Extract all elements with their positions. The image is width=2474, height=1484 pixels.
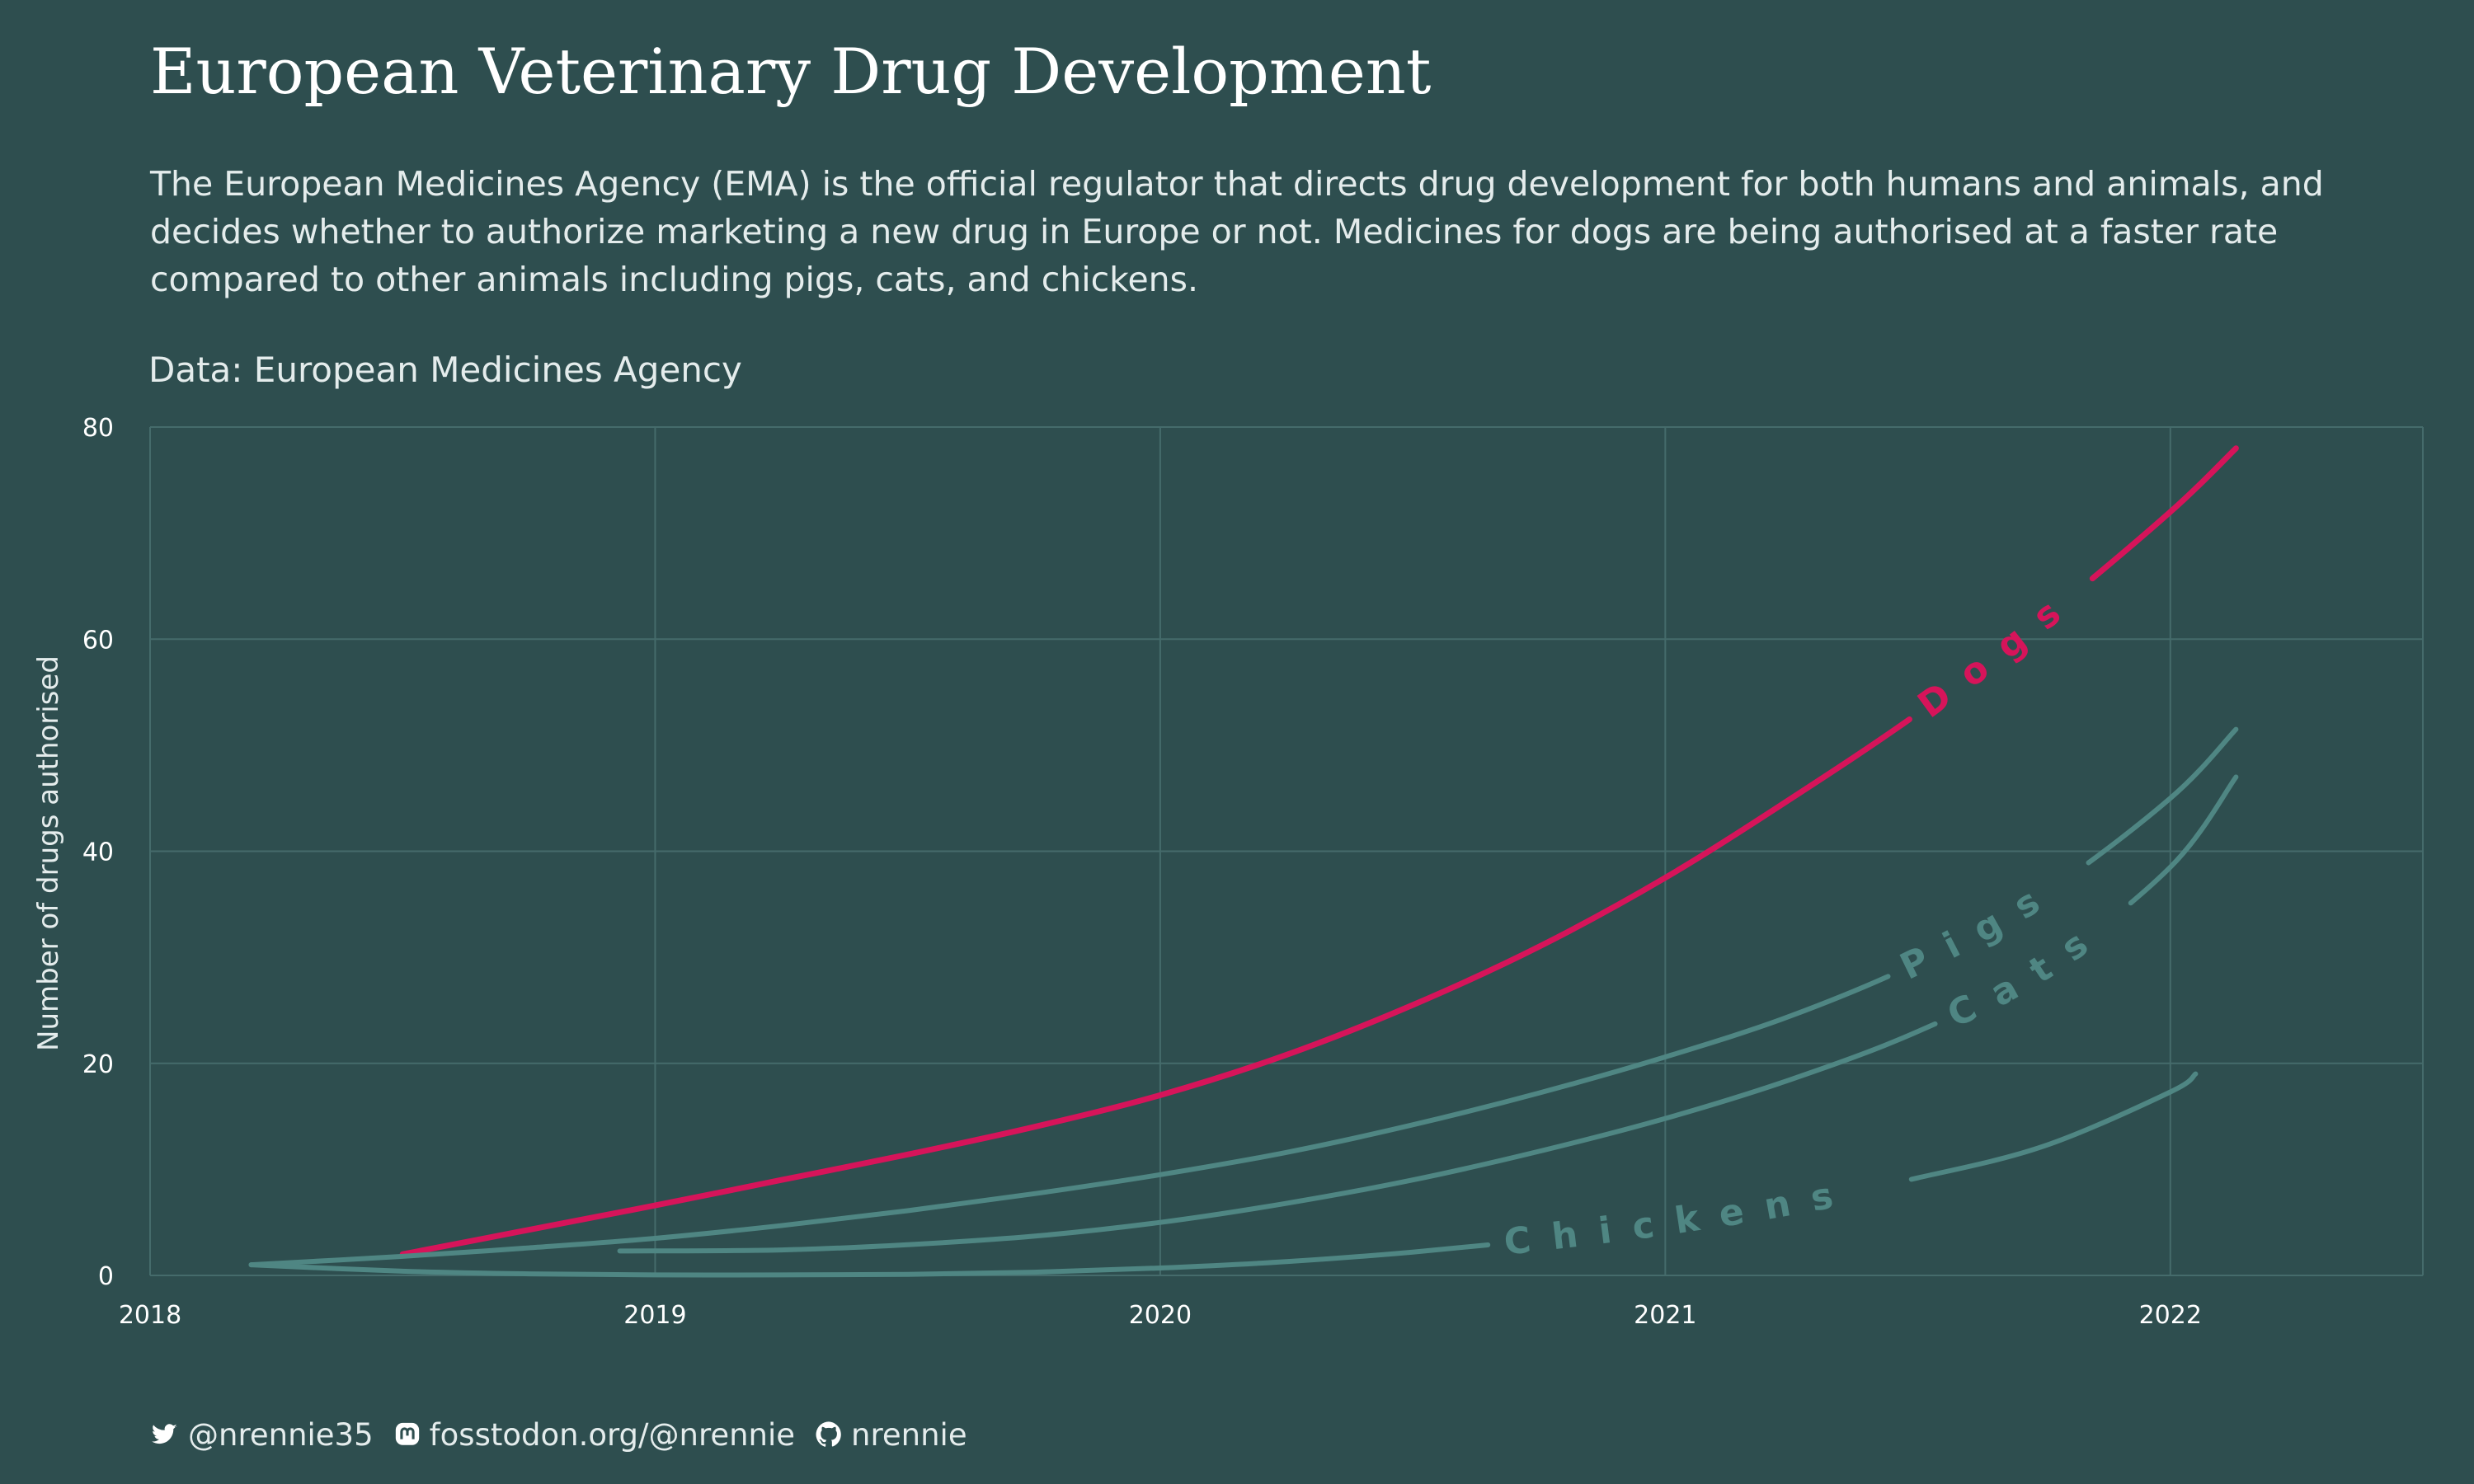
y-tick-label: 0 (98, 1262, 114, 1291)
x-tick-label: 2019 (623, 1301, 686, 1330)
y-tick-label: 40 (82, 838, 114, 867)
footer-credits: @nrennie35 fosstodon.org/@nrennie nrenni… (150, 1411, 987, 1458)
x-tick-label: 2020 (1129, 1301, 1192, 1330)
y-tick-label: 60 (82, 626, 114, 655)
github-handle: nrennie (851, 1416, 967, 1453)
series-line (248, 726, 2239, 1268)
series-label: Chickens (1502, 1171, 1857, 1264)
mastodon-handle: fosstodon.org/@nrennie (429, 1416, 796, 1453)
chart-subtitle: The European Medicines Agency (EMA) is t… (150, 164, 2324, 299)
x-tick-label: 2018 (119, 1301, 181, 1330)
series-line (399, 445, 2239, 1257)
y-tick-label: 20 (82, 1050, 114, 1079)
x-tick-label: 2022 (2139, 1301, 2202, 1330)
series-pigs: Pigs (248, 726, 2239, 1268)
github-icon (816, 1421, 841, 1447)
series-label: Dogs (1911, 579, 2086, 726)
data-source-caption: Data: European Medicines Agency (148, 350, 742, 390)
y-axis-label: Number of drugs authorised (32, 655, 65, 1051)
series-line (248, 1071, 2199, 1278)
series-line (617, 774, 2239, 1254)
axis-ticks: 0 20 40 60 80 2018 2019 2020 2021 2022 (82, 414, 2202, 1330)
footer-mastodon[interactable]: fosstodon.org/@nrennie (393, 1417, 795, 1453)
series-cats: Cats (617, 774, 2239, 1254)
footer-github[interactable]: nrennie (815, 1417, 967, 1453)
mastodon-icon (395, 1422, 419, 1445)
chart-title: European Veterinary Drug Development (150, 35, 1432, 108)
x-tick-label: 2021 (1634, 1301, 1696, 1330)
twitter-icon (152, 1424, 177, 1444)
footer-twitter[interactable]: @nrennie35 (150, 1417, 374, 1453)
twitter-handle: @nrennie35 (188, 1416, 374, 1453)
grid-lines (149, 426, 2424, 1276)
y-tick-label: 80 (82, 414, 114, 443)
